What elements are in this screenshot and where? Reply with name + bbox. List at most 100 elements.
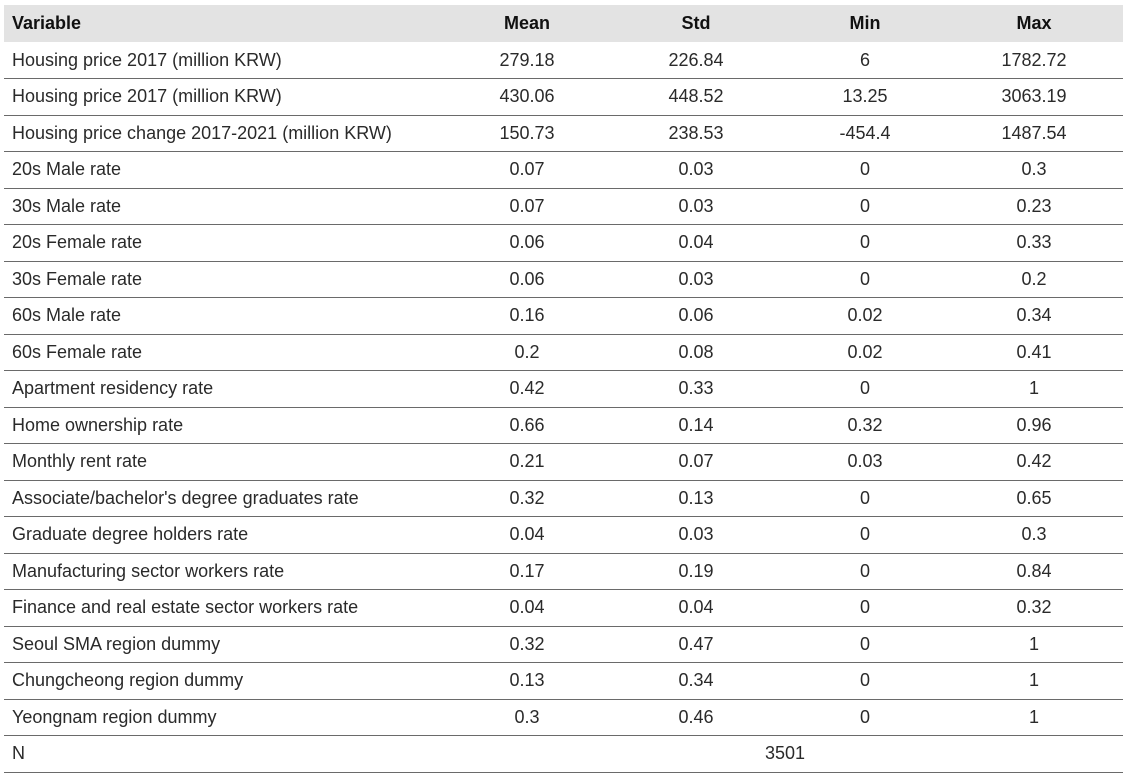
cell-min: 0 (859, 560, 870, 581)
cell-std: 0.08 (678, 341, 714, 362)
cell-max: 0.84 (1016, 560, 1052, 581)
cell-variable: 30s Female rate (12, 268, 143, 289)
cell-mean: 0.07 (509, 159, 545, 180)
sample-size-label: N (12, 743, 25, 764)
table-row: Associate/bachelor's degree graduates ra… (4, 480, 1123, 517)
cell-min: 0 (859, 232, 870, 253)
cell-mean: 430.06 (499, 86, 555, 107)
cell-std: 0.03 (678, 268, 714, 289)
cell-mean: 0.32 (509, 633, 545, 654)
cell-variable: Chungcheong region dummy (12, 670, 244, 691)
cell-max: 0.65 (1016, 487, 1052, 508)
cell-min: -454.4 (839, 122, 891, 143)
header-row: Variable Mean Std Min Max (4, 5, 1123, 42)
header-std: Std (681, 13, 711, 33)
table-row: Monthly rent rate 0.21 0.07 0.03 0.42 (4, 444, 1123, 480)
table-row: Manufacturing sector workers rate 0.17 0.1… (4, 553, 1123, 590)
table-row: Housing price 2017 (million KRW) 279.18 22… (4, 42, 1123, 79)
cell-mean: 0.42 (509, 378, 545, 399)
cell-max: 0.34 (1016, 305, 1052, 326)
cell-std: 238.53 (668, 122, 724, 143)
cell-max: 3063.19 (1001, 86, 1067, 107)
table-row: Finance and real estate sector workers r… (4, 590, 1123, 626)
cell-min: 0 (859, 524, 870, 545)
table-row: Housing price 2017 (million KRW) 430.06 44… (4, 79, 1123, 115)
cell-std: 0.14 (678, 414, 714, 435)
cell-std: 0.03 (678, 195, 714, 216)
cell-variable: 60s Male rate (12, 305, 122, 326)
cell-max: 0.96 (1016, 414, 1052, 435)
cell-std: 226.84 (668, 49, 724, 70)
cell-std: 0.03 (678, 159, 714, 180)
cell-variable: Yeongnam region dummy (12, 706, 217, 727)
cell-mean: 0.3 (514, 706, 540, 727)
header-max: Max (1016, 13, 1052, 33)
cell-variable: Housing price 2017 (million KRW) (12, 86, 282, 107)
cell-max: 1782.72 (1001, 49, 1067, 70)
table-row: 60s Male rate 0.16 0.06 0.02 0.34 (4, 298, 1123, 334)
sample-size-row: N 3501 (4, 736, 1123, 772)
cell-variable: Apartment residency rate (12, 378, 214, 399)
table-row: Home ownership rate 0.66 0.14 0.32 0.96 (4, 407, 1123, 444)
table-body: Housing price 2017 (million KRW) 279.18 22… (4, 42, 1123, 772)
cell-mean: 0.16 (509, 305, 545, 326)
cell-std: 0.07 (678, 451, 714, 472)
cell-mean: 279.18 (499, 49, 555, 70)
cell-max: 1 (1028, 633, 1039, 654)
cell-min: 0 (859, 487, 870, 508)
cell-max: 0.33 (1016, 232, 1052, 253)
table-row: Yeongnam region dummy 0.3 0.46 0 1 (4, 699, 1123, 736)
cell-std: 0.34 (678, 670, 714, 691)
cell-std: 0.03 (678, 524, 714, 545)
cell-variable: Associate/bachelor's degree graduates ra… (12, 487, 359, 508)
cell-std: 448.52 (668, 86, 724, 107)
cell-mean: 150.73 (499, 122, 555, 143)
cell-max: 0.3 (1021, 524, 1047, 545)
cell-std: 0.04 (678, 232, 714, 253)
cell-std: 0.47 (678, 633, 714, 654)
cell-min: 13.25 (842, 86, 888, 107)
cell-variable: Seoul SMA region dummy (12, 633, 221, 654)
cell-mean: 0.07 (509, 195, 545, 216)
table-row: Housing price change 2017-2021 (million … (4, 115, 1123, 152)
sample-size-value: 3501 (764, 743, 806, 764)
cell-variable: Graduate degree holders rate (12, 524, 249, 545)
table-row: Graduate degree holders rate 0.04 0.03 0 0.3 (4, 517, 1123, 553)
cell-min: 0.02 (847, 305, 883, 326)
cell-variable: Housing price 2017 (million KRW) (12, 49, 282, 70)
cell-std: 0.04 (678, 597, 714, 618)
cell-std: 0.13 (678, 487, 714, 508)
cell-mean: 0.2 (514, 341, 540, 362)
cell-max: 0.2 (1021, 268, 1047, 289)
cell-max: 1 (1028, 706, 1039, 727)
cell-min: 0 (859, 706, 870, 727)
cell-variable: 20s Female rate (12, 232, 143, 253)
table-header: Variable Mean Std Min Max (4, 5, 1123, 42)
cell-mean: 0.06 (509, 232, 545, 253)
table-container: Variable Mean Std Min Max Housing price … (4, 5, 1123, 773)
cell-max: 0.42 (1016, 451, 1052, 472)
cell-min: 6 (859, 49, 870, 70)
cell-max: 1 (1028, 670, 1039, 691)
cell-variable: Housing price change 2017-2021 (million … (12, 122, 392, 143)
cell-min: 0.03 (847, 451, 883, 472)
cell-std: 0.33 (678, 378, 714, 399)
cell-min: 0 (859, 195, 870, 216)
cell-max: 0.32 (1016, 597, 1052, 618)
cell-min: 0 (859, 633, 870, 654)
cell-variable: 60s Female rate (12, 341, 143, 362)
cell-variable: 30s Male rate (12, 195, 122, 216)
cell-min: 0 (859, 159, 870, 180)
cell-min: 0 (859, 378, 870, 399)
cell-max: 1 (1028, 378, 1039, 399)
cell-max: 0.23 (1016, 195, 1052, 216)
table-row: Seoul SMA region dummy 0.32 0.47 0 1 (4, 626, 1123, 663)
cell-mean: 0.17 (509, 560, 545, 581)
cell-variable: Finance and real estate sector workers r… (12, 597, 359, 618)
table-row: 30s Male rate 0.07 0.03 0 0.23 (4, 188, 1123, 225)
cell-min: 0 (859, 268, 870, 289)
descriptive-statistics-table: Variable Mean Std Min Max Housing price … (4, 5, 1123, 773)
cell-mean: 0.04 (509, 597, 545, 618)
cell-min: 0.32 (847, 414, 883, 435)
cell-variable: Monthly rent rate (12, 451, 148, 472)
